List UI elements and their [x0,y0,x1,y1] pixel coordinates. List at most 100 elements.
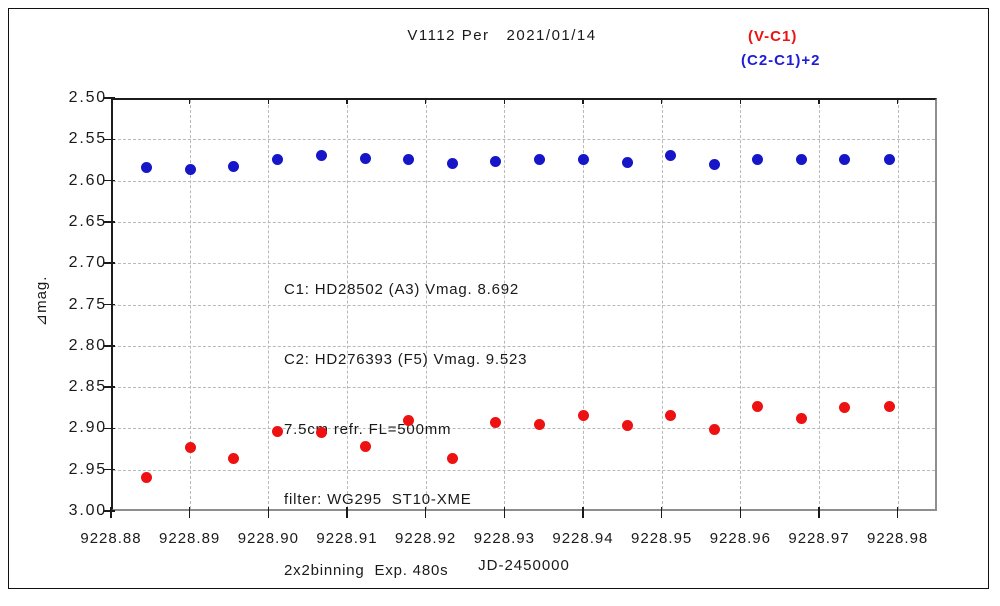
x-tick-mark [188,507,191,518]
data-point-v-c1 [402,414,414,426]
gridline-x-9228.92 [425,100,427,509]
x-axis-label: JD-2450000 [478,557,570,574]
x-tick-mark-top [582,98,584,104]
data-point-c2-c1 [708,159,720,171]
x-tick-mark-top [267,98,270,104]
x-tick-label: 9228.91 [316,530,378,547]
x-tick-mark [818,507,820,518]
data-point-v-c1 [534,418,546,430]
x-tick-mark [267,507,270,518]
x-tick-mark [346,507,348,518]
x-tick-mark-top [424,98,427,104]
data-point-v-c1 [272,426,284,438]
y-tick-mark [104,179,115,182]
data-point-v-c1 [184,441,196,453]
y-tick-label: 2.95 [68,460,107,478]
annotation-block: C1: HD28502 (A3) Vmag. 8.692 C2: HD27639… [284,231,527,606]
data-point-c2-c1 [839,153,851,165]
annotation-line-filter: filter: WG295 ST10-XME [284,491,472,509]
y-tick-label: 2.50 [68,89,107,106]
y-tick-mark [104,468,115,471]
y-tick-mark [104,221,115,223]
x-tick-mark [503,507,506,518]
data-point-c2-c1 [534,153,546,165]
y-tick-label: 2.90 [68,419,107,437]
x-tick-mark-top [818,98,820,104]
chart-title: V1112 Per 2021/01/14 [407,27,597,44]
x-tick-label: 9228.92 [395,530,457,547]
data-point-c2-c1 [446,157,458,169]
data-point-v-c1 [664,409,676,421]
x-tick-label: 9228.90 [237,530,299,547]
gridline-x-9228.97 [819,100,820,509]
x-tick-label: 9228.93 [473,530,535,547]
data-point-c2-c1 [621,156,633,168]
x-tick-mark [424,507,427,518]
data-point-v-c1 [228,452,240,464]
gridline-x-9228.94 [583,100,584,509]
gridline-x-9228.91 [347,100,348,509]
y-axis-label: ⊿mag. [33,275,50,327]
legend-item-v-c1: (V-C1) [748,28,798,45]
annotation-line-binning: 2x2binning Exp. 480s [284,561,449,579]
y-tick-mark [104,138,115,141]
y-tick-mark [104,345,115,347]
gridline-y-2.65 [113,221,935,223]
data-point-v-c1 [708,423,720,435]
legend-item-c2-c1: (C2-C1)+2 [741,52,821,69]
annotation-line-c2: C2: HD276393 (F5) Vmag. 9.523 [284,351,528,369]
x-tick-mark [660,507,663,518]
data-point-c2-c1 [140,161,152,173]
data-point-v-c1 [752,400,764,412]
y-tick-label: 2.65 [68,212,107,230]
x-tick-mark-top [896,98,899,104]
data-point-c2-c1 [490,156,502,168]
x-tick-mark-top [188,98,191,104]
data-point-c2-c1 [272,153,284,165]
data-point-v-c1 [140,472,152,484]
x-tick-mark [582,507,584,518]
data-point-v-c1 [883,400,895,412]
gridline-y-2.75 [113,304,935,306]
x-tick-label: 9228.89 [159,530,221,547]
x-tick-label: 9228.95 [631,530,693,547]
data-point-v-c1 [621,419,633,431]
gridline-y-2.80 [113,345,935,347]
data-point-c2-c1 [796,153,808,165]
gridline-x-9228.96 [740,100,742,509]
gridline-x-9228.93 [504,100,506,509]
y-tick-mark [104,386,115,388]
data-point-c2-c1 [402,153,414,165]
data-point-c2-c1 [664,150,676,162]
data-point-v-c1 [359,441,371,453]
data-point-v-c1 [796,412,808,424]
data-point-v-c1 [577,409,589,421]
gridline-x-9228.89 [189,100,191,509]
y-tick-mark [104,427,115,430]
gridline-y-2.55 [113,139,935,141]
data-point-c2-c1 [883,154,895,166]
y-tick-label: 2.75 [68,295,107,313]
y-tick-label: 2.70 [68,254,107,272]
y-tick-mark [104,97,115,99]
data-point-v-c1 [490,417,502,429]
annotation-line-c1: C1: HD28502 (A3) Vmag. 8.692 [284,280,520,298]
data-point-c2-c1 [359,152,371,164]
y-tick-mark [104,262,115,264]
gridline-y-2.95 [113,469,935,471]
gridline-y-2.85 [113,387,935,389]
data-point-c2-c1 [184,164,196,176]
x-tick-label: 9228.97 [788,530,850,547]
gridline-y-2.60 [113,180,935,182]
x-tick-mark [110,507,112,518]
chart-outer-frame [8,8,989,589]
x-tick-label: 9228.88 [80,530,142,547]
data-point-v-c1 [446,453,458,465]
data-point-c2-c1 [315,150,327,162]
x-tick-mark-top [660,98,663,104]
data-point-v-c1 [839,402,851,414]
x-tick-label: 9228.96 [709,530,771,547]
x-tick-label: 9228.94 [552,530,614,547]
